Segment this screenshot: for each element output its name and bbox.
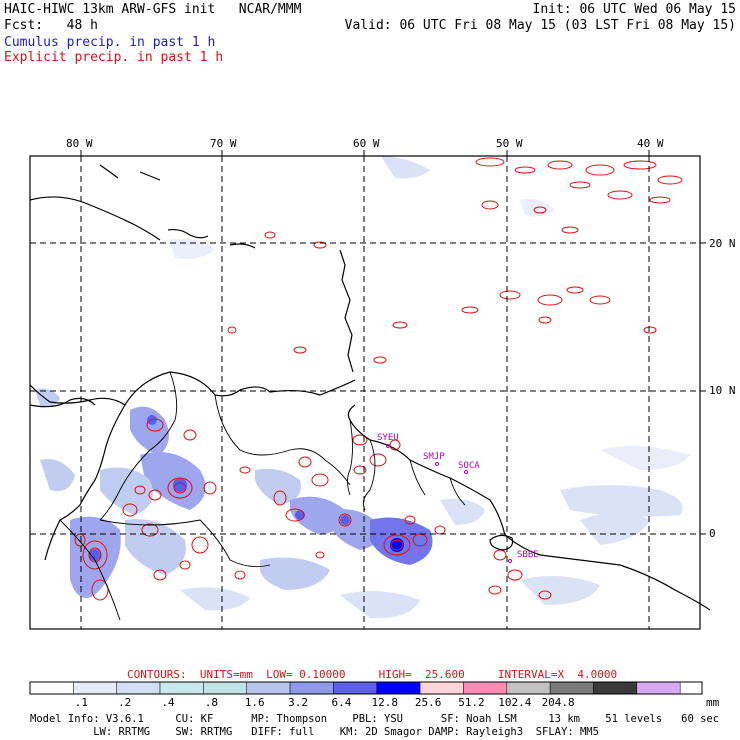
colorbar-tick-label: 25.6 [414, 696, 442, 709]
model-info-line1: Model Info: V3.6.1 CU: KF MP: Thompson P… [30, 713, 720, 725]
colorbar-box [246, 681, 291, 695]
forecast-hour: Fcst: 48 h [4, 18, 98, 33]
valid-time: Valid: 06 UTC Fri 08 May 15 (03 LST Fri … [344, 18, 736, 33]
lon-ticks [80, 150, 706, 535]
explicit-legend: Explicit precip. in past 1 h [4, 50, 224, 65]
colorbar-box [116, 681, 161, 695]
country-borders [59, 371, 466, 621]
lon-label-70w: 70 W [210, 137, 237, 150]
explicit-precip-contours [74, 157, 683, 601]
colorbar-box [289, 681, 334, 695]
colorbar-tick-label: 1.6 [244, 696, 265, 709]
colorbar-tick-label: 12.8 [371, 696, 399, 709]
colorbar-tick-label: 102.4 [498, 696, 532, 709]
colorbar-box [159, 681, 204, 695]
colorbar-tick-label: 6.4 [331, 696, 352, 709]
colorbar-box [203, 681, 247, 695]
colorbar-tick-label: .2 [118, 696, 132, 709]
cumulus-legend: Cumulus precip. in past 1 h [4, 35, 216, 50]
colorbar-box [376, 681, 421, 695]
lon-label-50w: 50 W [496, 137, 523, 150]
lat-label-0: 0 [709, 527, 716, 540]
lon-label-60w: 60 W [353, 137, 380, 150]
colorbar-tick-label: .1 [74, 696, 88, 709]
lat-label-10n: 10 N [709, 384, 736, 397]
station-label-smjp: SMJP [423, 452, 445, 462]
colorbar-box [463, 681, 508, 695]
map-border [29, 155, 701, 630]
contours-info: CONTOURS: UNITS=mm LOW= 0.10000 HIGH= 25… [127, 668, 618, 681]
colorbar-tick-label: 51.2 [458, 696, 485, 709]
lon-label-40w: 40 W [637, 137, 664, 150]
init-time: Init: 06 UTC Wed 06 May 15 [532, 2, 737, 17]
colorbar-box [73, 681, 117, 695]
colorbar-unit: mm [706, 696, 720, 709]
station-label-sbbe: SBBE [517, 550, 539, 560]
model-info-line2: LW: RRTMG SW: RRTMG DIFF: full KM: 2D Sm… [30, 726, 599, 738]
colorbar-box [593, 681, 638, 695]
colorbar-box [419, 681, 464, 695]
station-markers [386, 444, 512, 563]
colorbar-box [29, 681, 74, 695]
model-title: HAIC-HIWC 13km ARW-GFS init NCAR/MMM [4, 2, 302, 17]
station-label-soca: SOCA [458, 461, 480, 471]
colorbar-tick-label: 3.2 [288, 696, 308, 709]
lon-label-80w: 80 W [66, 137, 93, 150]
station-label-syeu: SYEU [377, 433, 399, 443]
colorbar-tick-label: .8 [204, 696, 218, 709]
lat-label-20n: 20 N [709, 237, 736, 250]
colorbar-box [636, 681, 681, 695]
grid-lines [30, 156, 700, 629]
colorbar-box [549, 681, 594, 695]
colorbar-box [506, 681, 551, 695]
colorbar-tick-label: 204.8 [541, 696, 575, 709]
colorbar-box [333, 681, 378, 695]
cumulus-precip-shading [35, 155, 690, 619]
colorbar-tick-label: .4 [161, 696, 175, 709]
